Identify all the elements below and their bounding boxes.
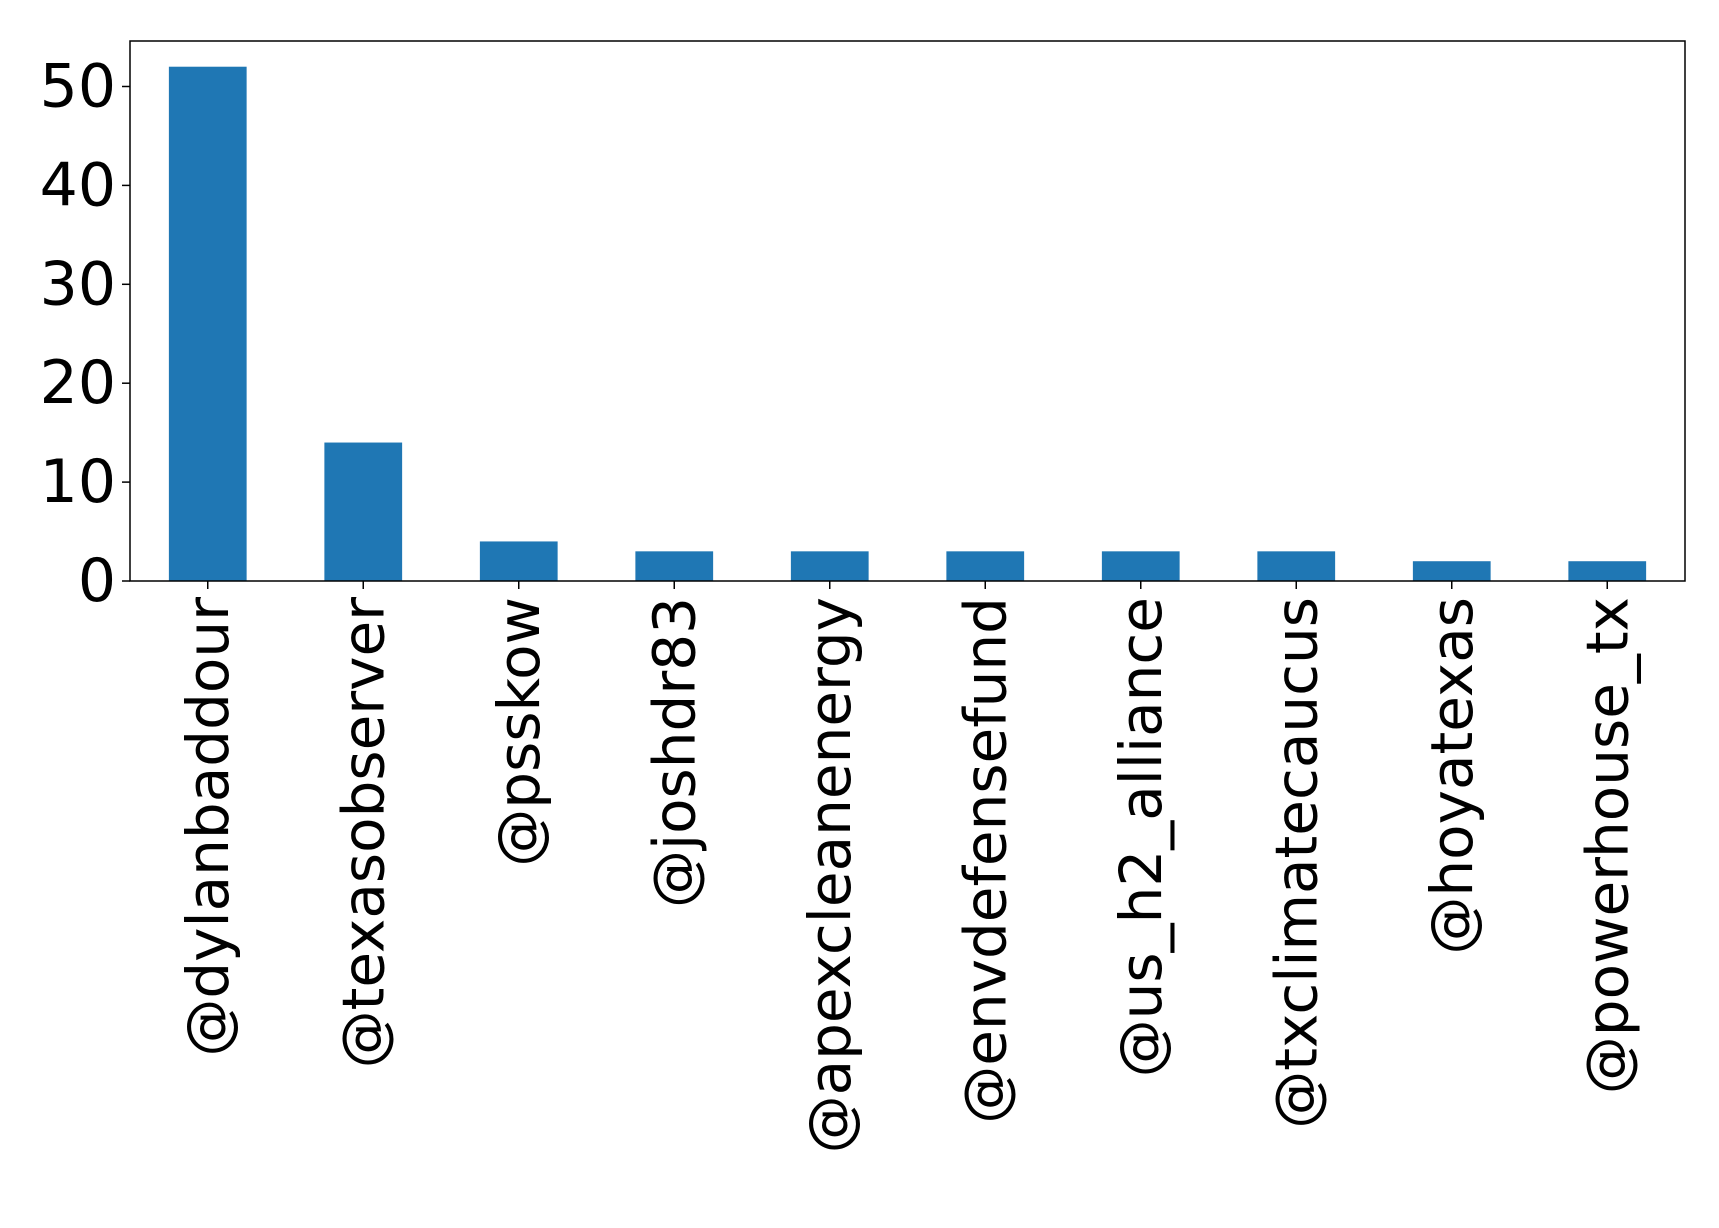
- x-tick-label: @psskow: [485, 597, 553, 867]
- x-tick-label: @us_h2_alliance: [1107, 597, 1175, 1077]
- y-tick-label: 50: [40, 51, 116, 121]
- y-tick-label: 40: [40, 150, 116, 220]
- x-tick-label: @hoyatexas: [1418, 597, 1486, 955]
- x-tick-label: @envdefensefund: [951, 597, 1019, 1124]
- y-axis: 0 10 20 30 40 50: [40, 51, 130, 616]
- bar-txclimatecaucus: [1257, 551, 1336, 581]
- bar-us-h2-alliance: [1101, 551, 1180, 581]
- x-tick-label: @joshdr83: [640, 597, 708, 908]
- x-axis: @dylanbaddour @texasobserver @psskow @joshd…: [174, 581, 1641, 1153]
- bar-apexcleanenergy: [790, 551, 869, 581]
- bar-texasobserver: [324, 442, 403, 581]
- x-tick-label: @txclimatecaucus: [1262, 597, 1330, 1129]
- bar-hoyatexas: [1412, 561, 1491, 581]
- x-tick-label: @apexcleanenergy: [796, 597, 864, 1153]
- bar-envdefensefund: [946, 551, 1025, 581]
- bar-dylanbaddour: [168, 66, 247, 581]
- bar-powerhouse-tx: [1568, 561, 1647, 581]
- bars-layer: [168, 66, 1647, 581]
- bar-joshdr83: [635, 551, 714, 581]
- x-tick-label: @dylanbaddour: [174, 597, 242, 1057]
- x-tick-label: @texasobserver: [329, 597, 397, 1069]
- x-tick-label: @powerhouse_tx: [1573, 597, 1641, 1094]
- y-tick-label: 30: [40, 249, 116, 319]
- y-tick-label: 0: [78, 546, 116, 616]
- bar-psskow: [479, 541, 558, 581]
- plot-frame: [129, 40, 1686, 582]
- y-tick-label: 20: [40, 348, 116, 418]
- y-tick-label: 10: [40, 447, 116, 517]
